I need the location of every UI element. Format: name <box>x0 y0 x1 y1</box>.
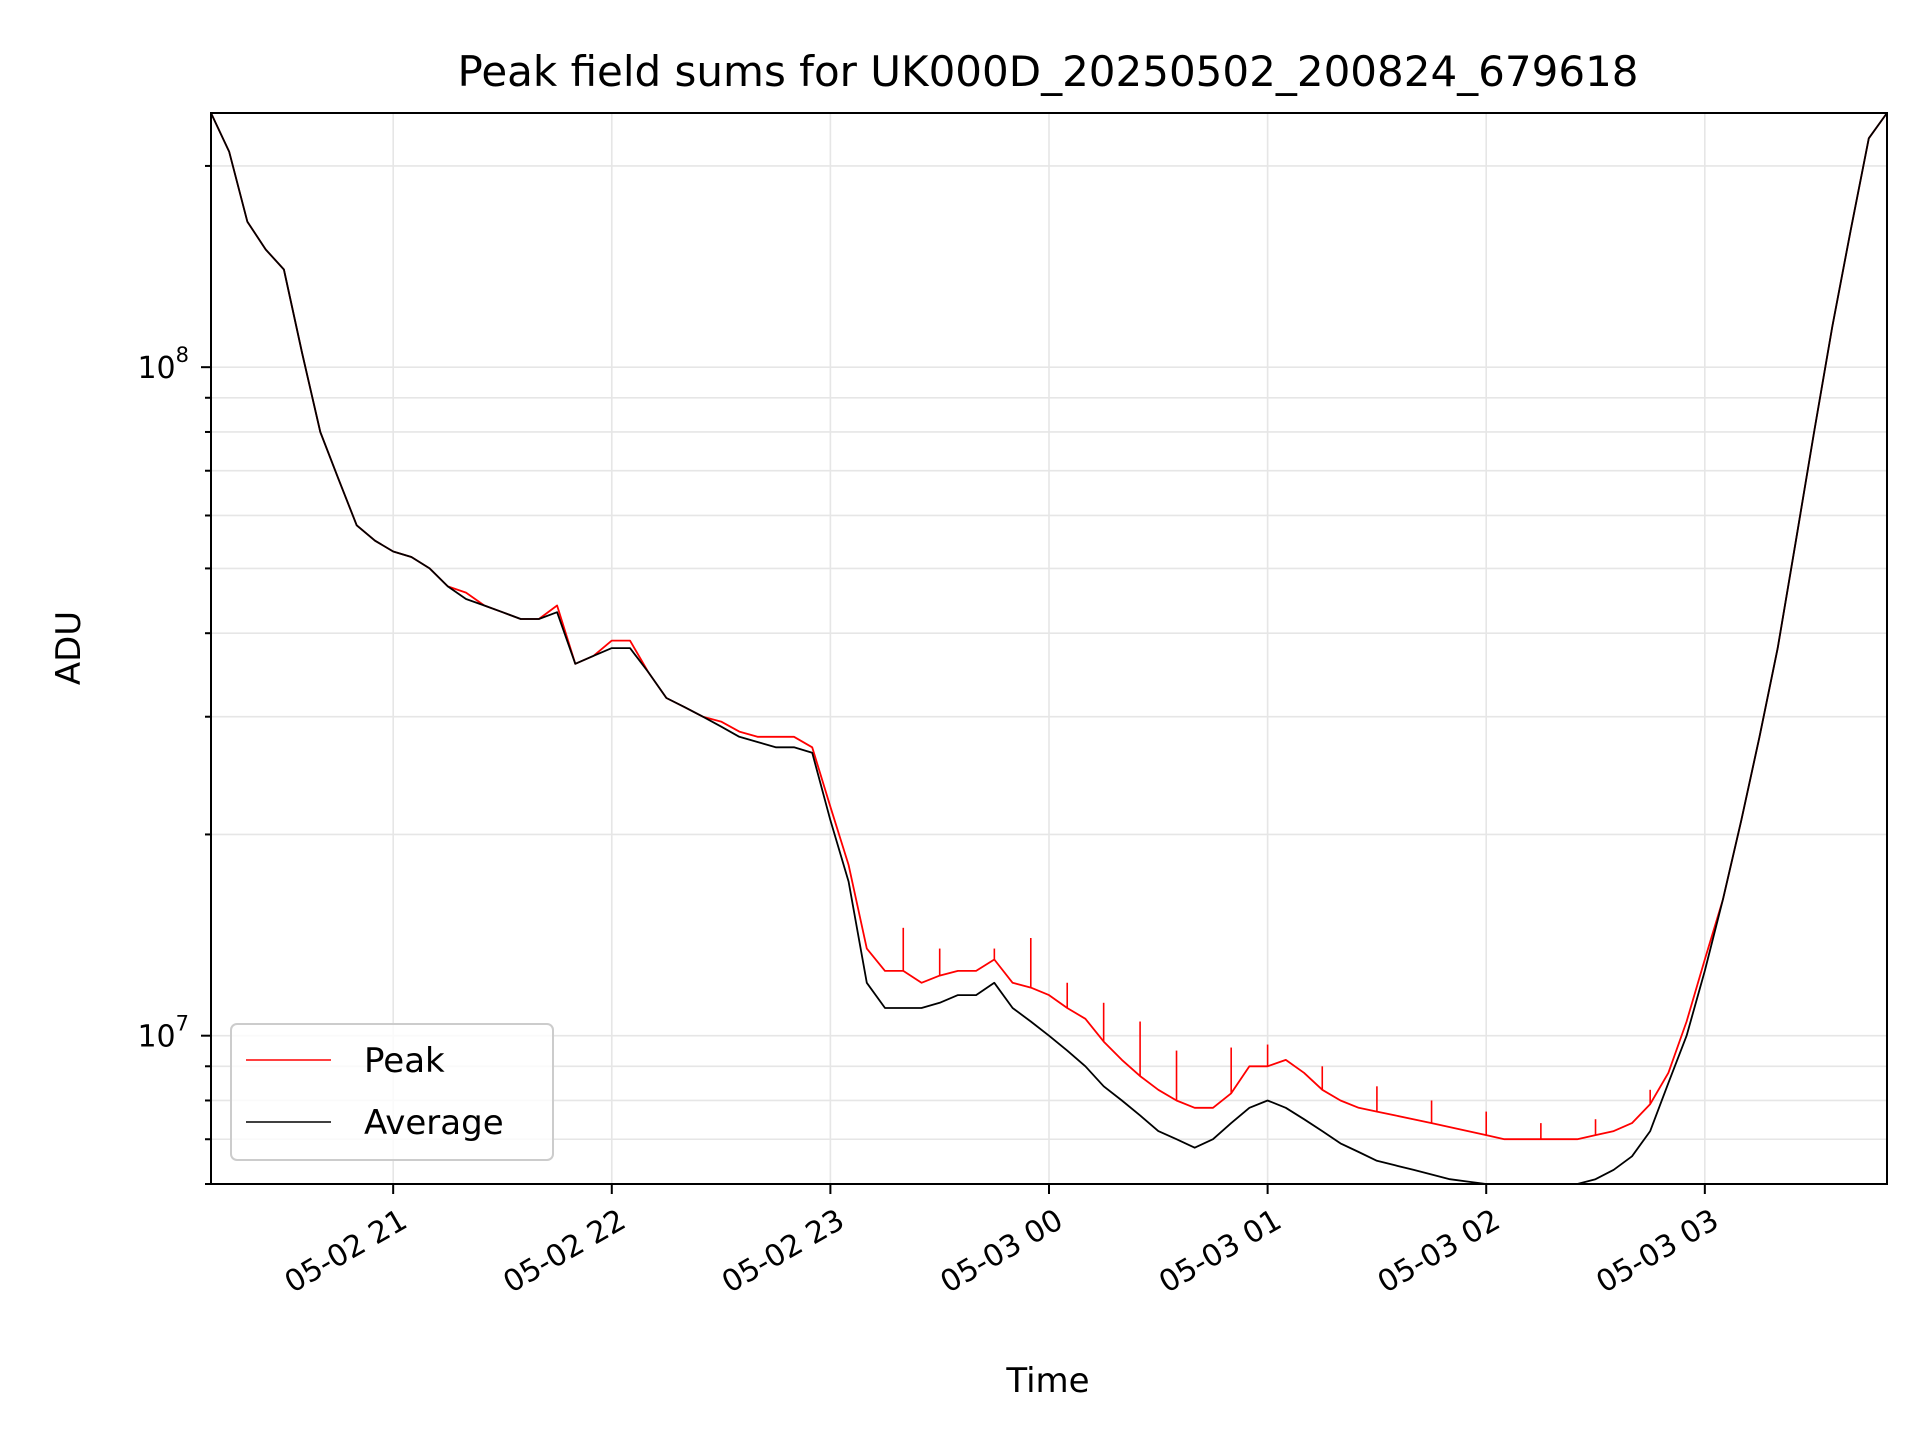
y-tick-label: 108 <box>137 343 189 386</box>
legend-label-average: Average <box>364 1103 504 1143</box>
chart-title: Peak field sums for UK000D_20250502_2008… <box>457 47 1638 96</box>
series-line-average <box>211 113 1887 1184</box>
y-tick-label-base: 10 <box>137 1020 175 1055</box>
y-tick-label: 107 <box>137 1012 189 1055</box>
y-tick-label-exp: 7 <box>176 1012 189 1036</box>
legend-box <box>230 1023 554 1161</box>
legend: Peak Average <box>230 1023 554 1161</box>
grid <box>211 113 1887 1185</box>
y-axis-label: ADU <box>49 611 89 685</box>
series-layer <box>211 113 1887 1184</box>
legend-label-peak: Peak <box>364 1041 445 1081</box>
x-axis-label: Time <box>1005 1361 1089 1401</box>
y-tick-label-base: 10 <box>137 351 175 386</box>
y-tick-label-exp: 8 <box>176 343 189 367</box>
